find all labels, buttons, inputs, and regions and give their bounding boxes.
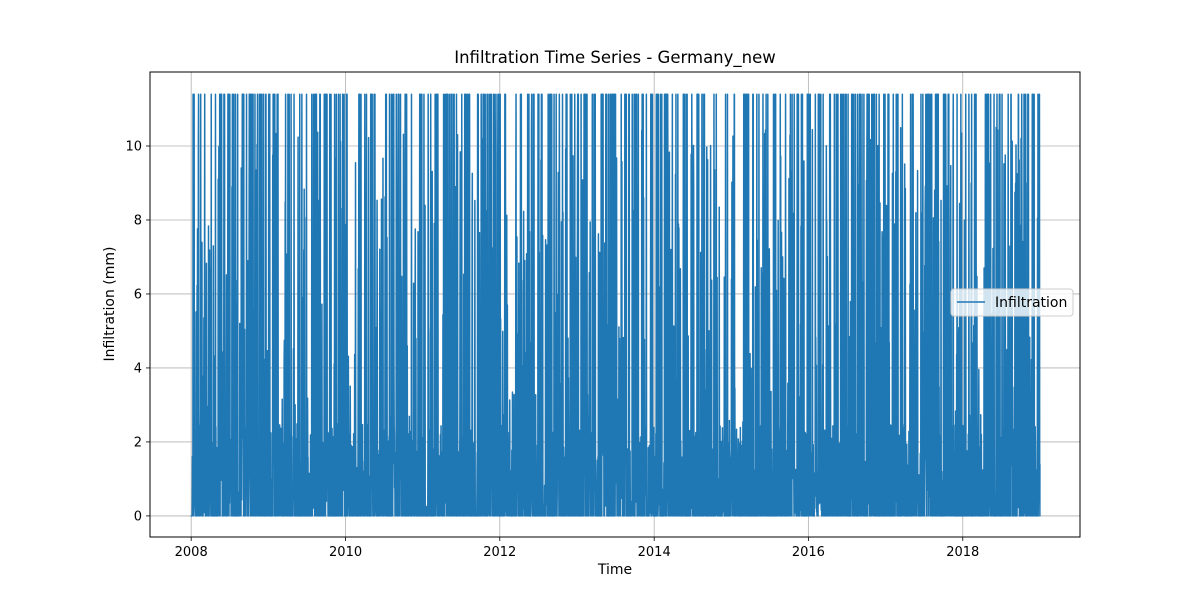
x-tick-label: 2014 (638, 545, 671, 560)
x-tick-label: 2018 (946, 545, 979, 560)
x-tick-label: 2010 (329, 545, 362, 560)
y-tick-label: 10 (125, 139, 142, 154)
y-axis-title: Infiltration (mm) (102, 246, 118, 361)
chart-title: Infiltration Time Series - Germany_new (454, 48, 776, 68)
y-tick-label: 4 (134, 361, 142, 376)
legend-box (950, 288, 1074, 317)
series-line-infiltration (190, 93, 1041, 517)
x-axis-title: Time (597, 562, 632, 578)
legend: Infiltration (950, 288, 1074, 317)
x-tick-label: 2012 (483, 545, 516, 560)
y-axis: 0 2 4 6 8 10 (125, 139, 150, 524)
plot-frame (149, 71, 1081, 538)
legend-label-infiltration: Infiltration (995, 295, 1067, 311)
x-tick-label: 2016 (792, 545, 825, 560)
x-tick-label: 2008 (175, 545, 208, 560)
y-tick-label: 0 (134, 509, 142, 524)
y-tick-label: 8 (134, 213, 142, 228)
y-tick-label: 2 (134, 435, 142, 450)
plot-area (190, 93, 1041, 517)
x-axis: 2008 2010 2012 2014 2016 2018 (175, 537, 979, 560)
y-tick-label: 6 (134, 287, 142, 302)
